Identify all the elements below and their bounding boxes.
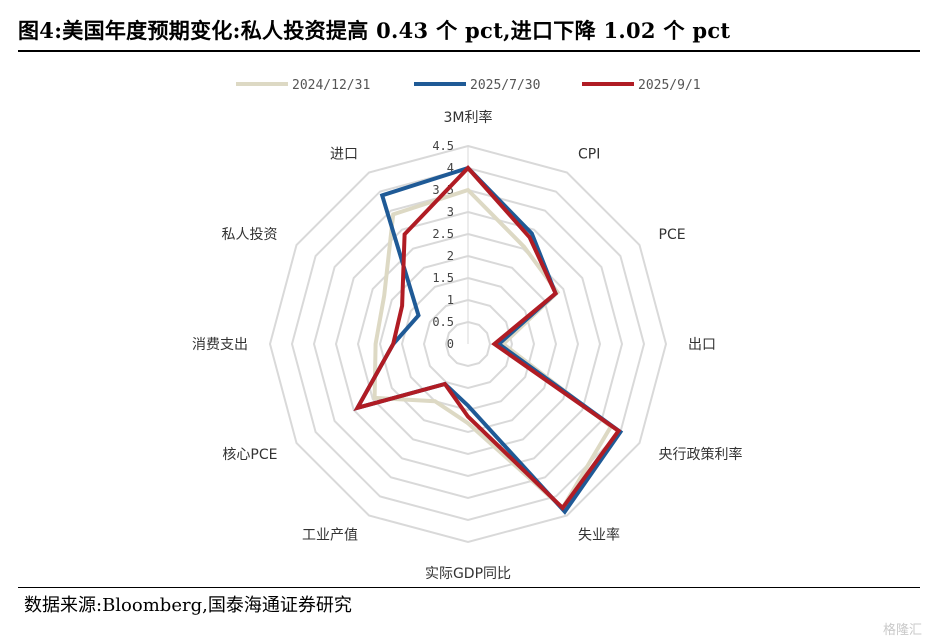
axis-label: 私人投资 bbox=[222, 227, 278, 243]
title-underline bbox=[18, 50, 920, 52]
grid-ring-5 bbox=[356, 232, 580, 456]
legend-label-2: 2025/7/30 bbox=[470, 78, 540, 93]
series-line-3 bbox=[353, 165, 622, 511]
axis-label: 消费支出 bbox=[192, 337, 248, 353]
grid-ring-8 bbox=[290, 166, 646, 522]
grid-ring-2 bbox=[422, 298, 514, 390]
figure-title: 图4:美国年度预期变化:私人投资提高 0.43 个 pct,进口下降 1.02 … bbox=[18, 18, 731, 43]
tick-label: 4.5 bbox=[432, 139, 454, 153]
axis-label: 实际GDP同比 bbox=[425, 566, 511, 582]
tick-label: 2 bbox=[447, 249, 454, 263]
grid-ring-9 bbox=[268, 144, 668, 544]
axis-label: 出口 bbox=[688, 337, 716, 353]
axis-label: 央行政策利率 bbox=[659, 446, 743, 463]
tick-label: 1 bbox=[447, 293, 454, 307]
tick-label: 1.5 bbox=[432, 271, 454, 285]
axis-label: CPI bbox=[578, 147, 600, 163]
tick-label: 0.5 bbox=[432, 315, 454, 329]
radial-tick-labels: 00.511.522.533.544.5 bbox=[432, 139, 454, 351]
axis-label: 工业产值 bbox=[302, 528, 358, 544]
axis-label: 3M利率 bbox=[444, 109, 493, 126]
radar-grid bbox=[268, 144, 668, 544]
watermark: 格隆汇 bbox=[882, 623, 922, 638]
grid-ring-1 bbox=[444, 320, 492, 368]
tick-label: 3 bbox=[447, 205, 454, 219]
footer-rule bbox=[18, 587, 920, 588]
source-note: 数据来源:Bloomberg,国泰海通证券研究 bbox=[24, 595, 352, 616]
legend-label-1: 2024/12/31 bbox=[292, 78, 370, 93]
series-lines bbox=[353, 165, 624, 515]
grid-ring-7 bbox=[312, 188, 624, 500]
grid-ring-6 bbox=[334, 210, 602, 478]
tick-label: 2.5 bbox=[432, 227, 454, 241]
legend-label-3: 2025/9/1 bbox=[638, 78, 701, 93]
tick-label: 4 bbox=[447, 161, 454, 175]
axis-label: 核心PCE bbox=[222, 447, 277, 463]
grid-ring-3 bbox=[400, 276, 536, 412]
series-line-1 bbox=[372, 187, 614, 512]
tick-label: 0 bbox=[447, 337, 454, 351]
legend: 2024/12/31 2025/7/30 2025/9/1 bbox=[236, 78, 701, 93]
axis-label: 进口 bbox=[330, 147, 358, 163]
grid-ring-4 bbox=[378, 254, 558, 434]
axis-label: PCE bbox=[659, 227, 686, 243]
axis-label: 失业率 bbox=[578, 527, 620, 544]
